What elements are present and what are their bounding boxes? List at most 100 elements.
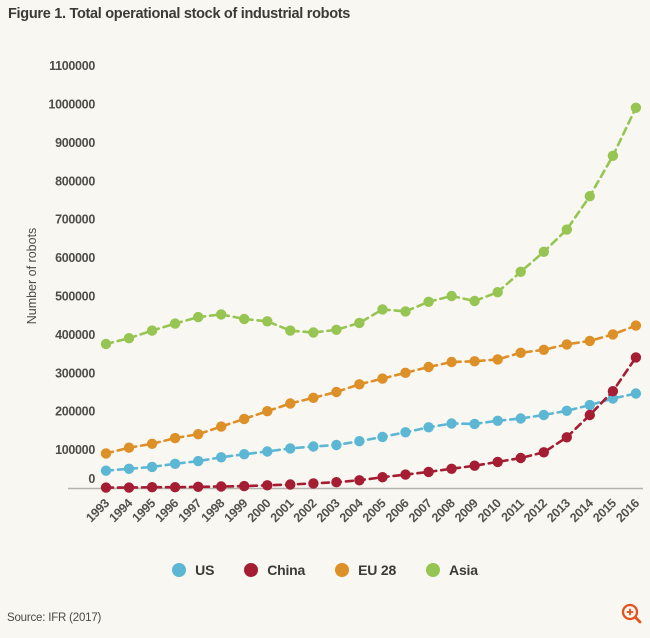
y-tick-label: 1000000: [48, 98, 95, 112]
legend-dot-china: [244, 563, 259, 577]
y-axis-tick-labels: 0 100000 200000 300000 400000 500000 600000 700…: [48, 59, 95, 486]
data-point-us-2007: [423, 422, 434, 433]
x-tick-label: 1996: [153, 496, 182, 525]
data-point-china-2008: [446, 463, 457, 474]
data-point-china-2004: [354, 475, 365, 486]
data-point-china-2009: [469, 460, 480, 471]
data-point-china-1995: [146, 482, 158, 493]
data-point-us-2001: [285, 443, 296, 454]
x-tick-label: 2012: [521, 496, 550, 525]
data-point-china-2012: [538, 447, 549, 458]
y-tick-label: 900000: [55, 136, 95, 150]
y-tick-label: 200000: [55, 405, 95, 419]
data-point-china-1999: [239, 480, 250, 492]
x-tick-label: 2003: [314, 496, 343, 525]
data-point-us-1998: [216, 452, 227, 463]
series-line-china: [104, 356, 638, 489]
y-tick-label: 0: [88, 472, 95, 486]
data-point-asia-1994: [123, 333, 135, 344]
data-point-asia-2010: [492, 287, 503, 298]
zoom-in-button[interactable]: [619, 601, 645, 627]
x-tick-label: 2005: [360, 496, 389, 525]
data-point-china-1998: [216, 481, 227, 492]
x-tick-label: 2004: [337, 496, 366, 525]
figure-title: Figure 1. Total operational stock of ind…: [8, 6, 351, 22]
data-point-us-2006: [400, 427, 411, 438]
series-markers-asia: [100, 102, 642, 350]
x-tick-label: 2010: [475, 496, 504, 525]
x-tick-label: 2001: [268, 496, 297, 525]
data-point-us-2010: [492, 415, 503, 426]
x-tick-label: 2006: [383, 496, 412, 525]
data-point-china-2006: [400, 469, 411, 480]
data-point-asia-2009: [469, 295, 480, 307]
data-point-us-2013: [561, 405, 572, 416]
data-point-us-2008: [446, 418, 457, 429]
data-point-eu-28-2015: [607, 329, 619, 340]
data-point-us-1997: [193, 455, 204, 467]
x-tick-label: 2013: [544, 496, 573, 525]
robot-stock-chart: Number of robots 0 100000 200000 300000 4000…: [25, 59, 643, 525]
data-point-asia-1996: [169, 318, 181, 329]
legend-dot-asia: [426, 563, 441, 577]
x-tick-label: 2002: [291, 496, 320, 525]
chart-legend: US China EU 28 Asia: [0, 557, 650, 583]
legend-dot-us: [172, 563, 187, 577]
data-point-asia-2002: [308, 327, 319, 338]
data-point-china-2014: [584, 409, 595, 421]
data-point-us-2014: [584, 399, 595, 411]
data-point-china-1994: [123, 482, 135, 493]
data-point-china-2013: [561, 432, 572, 443]
data-point-asia-2013: [561, 224, 572, 235]
legend-item-eu-28: EU 28: [335, 562, 396, 578]
data-point-asia-2000: [262, 316, 273, 327]
x-tick-label: 1994: [106, 496, 135, 525]
legend-dot-eu-28: [335, 563, 350, 577]
data-point-eu-28-2012: [538, 344, 549, 355]
data-point-asia-1995: [146, 325, 158, 336]
data-point-us-1996: [169, 458, 181, 469]
data-point-eu-28-1996: [169, 432, 181, 444]
data-point-eu-28-1997: [193, 429, 204, 440]
x-tick-label: 1995: [129, 496, 158, 525]
x-tick-label: 2008: [429, 496, 458, 525]
y-tick-label: 400000: [55, 328, 95, 342]
data-point-us-2009: [469, 418, 480, 430]
data-point-asia-2015: [607, 150, 619, 161]
data-point-eu-28-2004: [354, 379, 365, 390]
data-point-us-2000: [262, 446, 273, 457]
legend-item-china: China: [244, 562, 305, 578]
x-tick-label: 2009: [452, 496, 481, 525]
data-point-eu-28-2001: [285, 398, 296, 409]
data-point-asia-2006: [400, 306, 411, 317]
data-point-asia-2001: [285, 325, 296, 336]
data-point-eu-28-2007: [423, 361, 434, 373]
x-tick-label: 2011: [499, 496, 527, 524]
data-point-asia-1993: [100, 338, 112, 350]
data-point-asia-2008: [446, 290, 457, 302]
data-point-us-2011: [515, 413, 526, 424]
data-point-eu-28-1993: [100, 448, 112, 459]
data-point-asia-2004: [354, 317, 365, 329]
y-tick-label: 500000: [55, 290, 95, 304]
data-point-us-1994: [123, 463, 135, 474]
data-point-asia-2012: [538, 246, 549, 257]
legend-label-china: China: [267, 562, 306, 578]
x-axis-tick-labels: 1993199419951996199719981999200020012002…: [83, 496, 642, 525]
data-point-eu-28-2009: [469, 356, 480, 367]
legend-item-asia: Asia: [426, 562, 478, 578]
data-point-eu-28-2014: [584, 335, 595, 347]
data-point-asia-2011: [515, 266, 526, 277]
data-point-china-1993: [100, 482, 112, 493]
data-point-china-2016: [630, 352, 642, 363]
series-markers-us: [100, 388, 642, 476]
x-tick-label: 1998: [199, 496, 228, 525]
data-point-eu-28-2003: [331, 386, 342, 398]
x-tick-label: 2016: [613, 496, 642, 525]
data-point-eu-28-1998: [216, 421, 227, 432]
data-point-asia-1999: [239, 313, 250, 325]
y-tick-label: 600000: [55, 251, 95, 265]
data-point-china-2007: [423, 466, 434, 478]
x-tick-label: 2007: [406, 496, 435, 525]
